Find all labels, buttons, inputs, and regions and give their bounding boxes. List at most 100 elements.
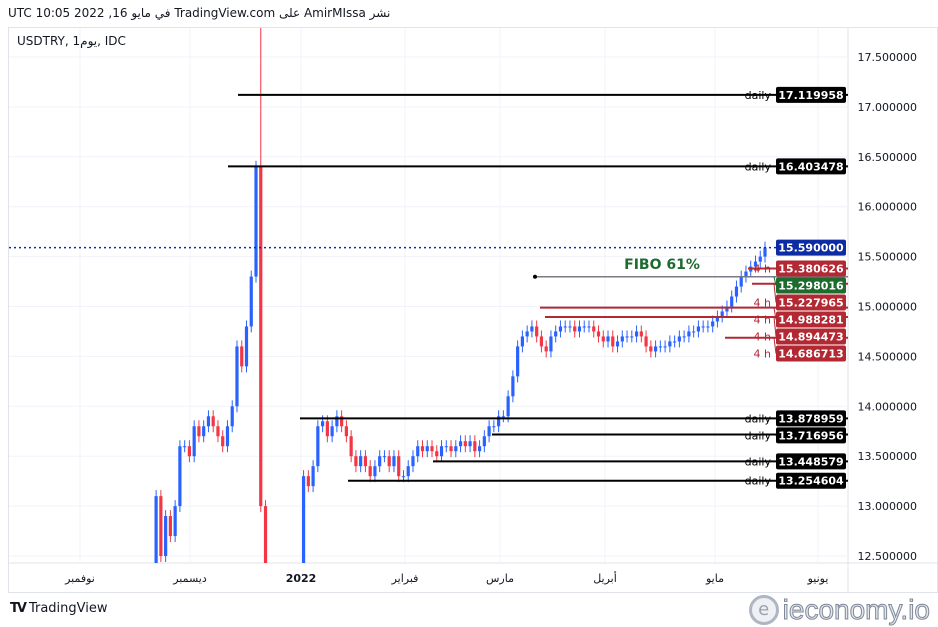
candle-body [425, 446, 429, 452]
candle-body [154, 496, 158, 563]
candle-body [482, 436, 486, 447]
candle-body [592, 326, 596, 332]
y-tick-label: 13.500000 [858, 450, 918, 463]
candle-body [715, 316, 720, 322]
candle-body [349, 436, 353, 457]
candle-body [344, 426, 348, 437]
candle-body [520, 336, 524, 347]
level-price-label: 14.988281 [778, 314, 843, 327]
candle-body [677, 336, 681, 342]
candle-body [249, 276, 253, 327]
candle-body [311, 466, 315, 487]
level-price-box [776, 86, 846, 103]
candle-body [577, 326, 582, 332]
level-tag: daily [745, 412, 772, 425]
candle-body [387, 456, 391, 467]
candle-body [630, 336, 634, 338]
level-tag: 4 h [754, 297, 771, 310]
label-connector [773, 307, 777, 320]
candle-body [463, 441, 467, 447]
level-price-label: 13.254604 [778, 475, 844, 488]
candle-body [573, 326, 577, 332]
candle-body [197, 426, 201, 437]
candle-body [206, 416, 211, 427]
candle-body [497, 416, 501, 427]
candle-body [378, 456, 382, 467]
level-tag: 4 h [754, 263, 771, 276]
y-tick-label: 14.500000 [858, 350, 918, 363]
candle-body [625, 336, 629, 338]
candle-body [763, 247, 767, 257]
candle-body [487, 426, 491, 437]
candle-body [525, 331, 529, 337]
x-tick-label: أبريل [593, 571, 617, 585]
candle-body [330, 426, 334, 437]
current-price-label: 15.590000 [778, 242, 844, 255]
tradingview-logo[interactable]: TV TradingView [10, 601, 107, 616]
level-price-label: 16.403478 [778, 160, 843, 173]
level-price-box [776, 472, 846, 489]
candlestick-chart[interactable]: 17.500000 17.000000 16.500000 16.000000 15.5… [0, 0, 938, 593]
candle-body [164, 516, 168, 556]
label-connector [773, 316, 777, 337]
candle-body [468, 441, 472, 447]
candle-body [644, 336, 648, 347]
level-price-box [776, 260, 846, 277]
candle-body [611, 336, 615, 347]
tv-logo-icon: TV [10, 601, 27, 616]
current-price-box [776, 239, 846, 256]
candle-body [615, 341, 620, 347]
fibo-price-label: 15.298016 [778, 280, 844, 293]
candle-body [549, 336, 553, 352]
level-tag: daily [745, 475, 772, 488]
candle-body [535, 326, 539, 337]
level-tag: daily [745, 455, 772, 468]
candle-body [687, 331, 691, 337]
label-connector [773, 434, 777, 436]
candle-body [230, 406, 234, 427]
y-tick-label: 15.500000 [858, 251, 918, 264]
candle-body [477, 446, 482, 452]
candle-body [439, 446, 444, 457]
candle-body [449, 446, 453, 452]
level-tag: daily [745, 160, 772, 173]
candle-body [701, 326, 705, 328]
level-price-box [776, 345, 846, 362]
candle-body [363, 456, 368, 467]
candle-body [173, 506, 177, 537]
candle-body [406, 466, 410, 477]
candle-body [321, 421, 325, 427]
y-tick-label: 17.500000 [858, 51, 918, 64]
level-price-box [776, 427, 846, 444]
candle-body [568, 326, 572, 328]
watermark-text: ieconomy.io [782, 594, 930, 625]
level-price-box [776, 311, 846, 328]
level-price-box [776, 158, 846, 175]
x-tick-label: ديسمبر [172, 572, 207, 585]
candle-body [430, 446, 434, 452]
watermark: e ieconomy.io [748, 594, 931, 626]
level-price-box [776, 328, 846, 345]
level-price-label: 13.448579 [778, 455, 843, 468]
y-tick-label: 12.500000 [858, 550, 918, 563]
level-price-label: 17.119958 [778, 89, 843, 102]
candle-body [730, 296, 734, 307]
plot-area [9, 28, 848, 563]
level-tag: 4 h [754, 348, 771, 361]
level-tag: 4 h [754, 331, 771, 344]
candle-body [168, 516, 172, 537]
candle-body [554, 331, 558, 337]
candle-body [696, 326, 701, 332]
candle-body [501, 416, 505, 418]
level-anchor [533, 274, 537, 279]
candle-body [382, 456, 387, 458]
candle-body [711, 321, 715, 327]
x-tick-label: مايو [705, 572, 724, 585]
candle-body [373, 466, 377, 477]
candle-body [225, 426, 230, 447]
candle-body [601, 336, 605, 342]
candle-body [420, 446, 425, 452]
candle-body [401, 476, 406, 478]
candle-body [758, 256, 762, 262]
candle-body [587, 326, 591, 328]
